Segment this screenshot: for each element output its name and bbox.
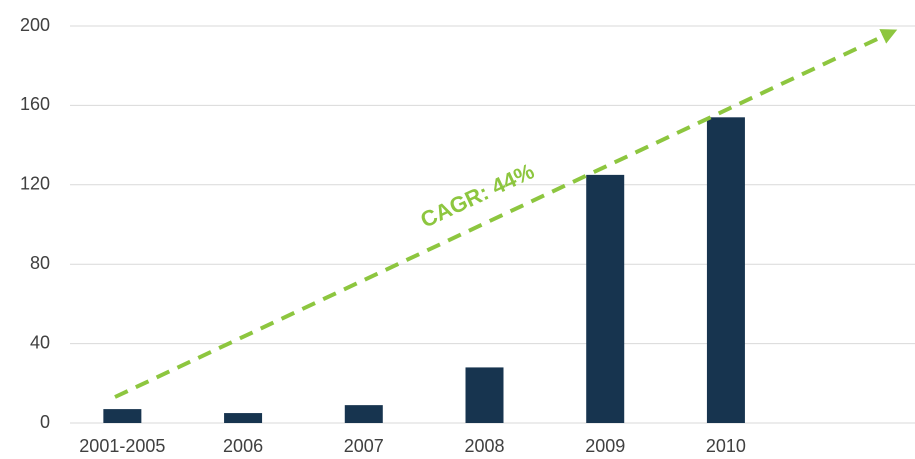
bar	[706, 117, 745, 423]
y-tick-label: 0	[40, 412, 50, 432]
annotation: CAGR: 44%	[417, 158, 538, 232]
y-tick-label: 200	[20, 15, 50, 35]
bar	[344, 405, 383, 423]
y-tick-label: 160	[20, 94, 50, 114]
x-tick-label: 2007	[344, 436, 384, 456]
trend-arrow	[114, 29, 898, 399]
x-tick-label: 2001-2005	[79, 436, 165, 456]
x-tick-label: 2006	[223, 436, 263, 456]
bar	[586, 174, 625, 423]
bar	[103, 409, 142, 423]
y-tick-label: 80	[30, 253, 50, 273]
y-tick-label: 40	[30, 332, 50, 352]
y-tick-label: 120	[20, 174, 50, 194]
x-tick-label: 2010	[706, 436, 746, 456]
bar	[465, 367, 504, 423]
x-tick-label: 2009	[585, 436, 625, 456]
x-tick-label: 2008	[464, 436, 504, 456]
bar	[224, 413, 263, 423]
